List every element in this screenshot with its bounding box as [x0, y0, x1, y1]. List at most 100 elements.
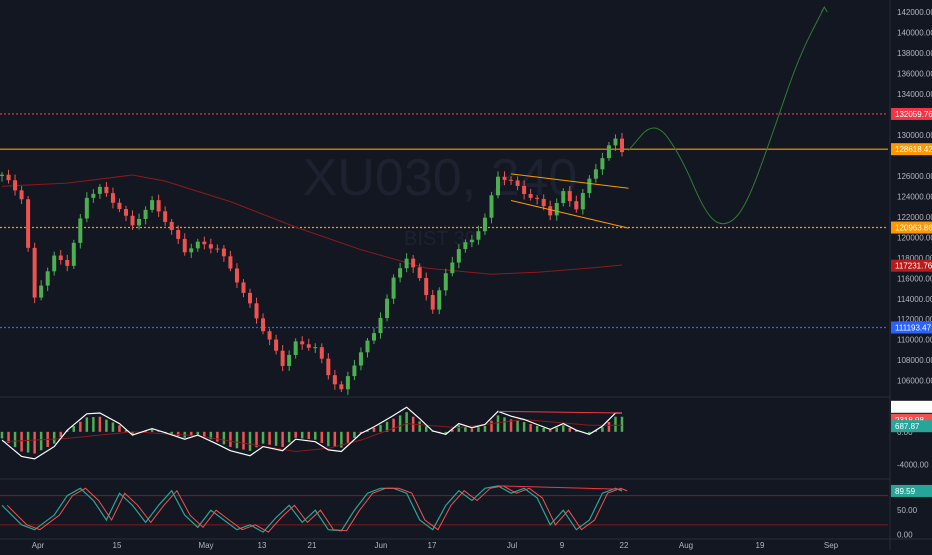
time-axis-label: Aug [679, 541, 693, 550]
candle-body [430, 295, 435, 310]
stoch-axis-label: 50.00 [897, 506, 918, 515]
candle-body [0, 174, 4, 176]
candle-body [313, 347, 318, 349]
candle-body [71, 242, 76, 266]
candle-body [91, 193, 96, 198]
price-tags: 132059.76 128618.42 120963.86 117231.76 1111… [891, 107, 932, 497]
price-axis-label: 114000.00 [897, 295, 932, 304]
candle-body [32, 247, 37, 298]
price-pane[interactable] [0, 6, 888, 395]
candle-body [489, 195, 494, 218]
stoch-axis-label: 0.00 [897, 531, 913, 540]
candle-body [39, 285, 44, 298]
candle-body [84, 197, 89, 219]
candle-body [19, 190, 24, 200]
watermark-exchange: BIST 30 [404, 228, 476, 250]
channel-line-upper[interactable] [510, 173, 629, 189]
candle-body [65, 260, 70, 266]
divergence-line[interactable] [497, 410, 623, 414]
stochastic-pane[interactable] [0, 485, 888, 533]
candle-body [358, 352, 363, 366]
price-axis-label: 126000.00 [897, 172, 932, 181]
ma-price-tag: 117231.76 [895, 262, 932, 271]
candle-body [535, 197, 540, 199]
current-price-tag: 128618.42 [895, 145, 932, 154]
candle-body [261, 318, 266, 332]
candle-body [221, 248, 226, 257]
candle-body [424, 278, 429, 296]
candle-body [339, 384, 344, 390]
candle-body [163, 211, 168, 222]
projection-arrow-icon [820, 6, 828, 13]
candle-body [215, 248, 220, 250]
candle-body [208, 244, 213, 249]
stoch-green-tag: 89.59 [895, 487, 916, 496]
time-axis-label: 13 [258, 541, 267, 550]
stoch-d-line [6, 485, 628, 533]
resistance-price-tag: 132059.76 [895, 110, 932, 119]
candle-body [613, 138, 618, 146]
candle-body [130, 215, 135, 226]
price-axis[interactable]: 142000.00 140000.00 138000.00 136000.00 1340… [897, 8, 932, 539]
price-axis-label: 142000.00 [897, 8, 932, 17]
price-axis-label: 140000.00 [897, 29, 932, 38]
candle-body [300, 341, 305, 345]
candle-body [104, 186, 109, 194]
candle-body [456, 249, 461, 263]
support-price-tag: 120963.86 [895, 224, 932, 233]
candle-body [169, 221, 174, 231]
candle-body [345, 376, 350, 390]
candle-body [541, 198, 546, 207]
projection-path[interactable] [628, 6, 825, 225]
candle-body [606, 145, 611, 159]
oscillator-line [1, 406, 622, 460]
osc-axis-label: -4000.00 [897, 461, 929, 470]
candle-body [137, 218, 142, 226]
candle-body [326, 358, 331, 376]
candle-body [528, 193, 533, 198]
price-axis-label: 134000.00 [897, 90, 932, 99]
blue-level-price-tag: 111193.47 [895, 324, 932, 333]
time-axis-label: Apr [32, 541, 45, 550]
candle-body [593, 169, 598, 179]
candle-body [274, 339, 279, 351]
price-axis-label: 118000.00 [897, 254, 932, 263]
candle-body [195, 241, 200, 249]
candle-body [385, 298, 390, 318]
time-axis-label: Jul [507, 541, 517, 550]
candle-body [143, 209, 148, 219]
price-axis-label: 130000.00 [897, 131, 932, 140]
candle-body [378, 317, 383, 334]
channel-line-lower[interactable] [510, 200, 629, 229]
candle-body [150, 200, 155, 210]
candle-body [241, 282, 246, 293]
oscillator-pane[interactable] [0, 406, 624, 460]
osc-axis-label: 0.00 [897, 428, 913, 437]
candle-body [443, 273, 448, 291]
stoch-divergence-line[interactable] [497, 485, 623, 490]
time-axis-label: May [198, 541, 213, 550]
candle-body [6, 174, 11, 181]
moving-average-line [1, 174, 623, 275]
candle-body [156, 200, 161, 212]
candle-body [45, 271, 50, 286]
stoch-green-tag-bg [891, 484, 932, 497]
candle-body [189, 248, 194, 253]
candle-body [97, 186, 102, 194]
candle-body [267, 331, 272, 340]
time-axis-label: 9 [560, 541, 565, 550]
support-price-tag-bg [891, 221, 932, 234]
candle-body [561, 191, 566, 204]
candle-body [482, 217, 487, 232]
candle-body [600, 158, 605, 170]
ma-price-tag-bg [891, 259, 932, 272]
candle-body [306, 344, 311, 348]
osc-top-tag: 2318.98 [895, 403, 924, 412]
candle-body [352, 365, 357, 377]
signal-line [1, 418, 622, 453]
price-axis-label: 120000.00 [897, 233, 932, 242]
time-axis[interactable]: Apr 15 May 13 21 Jun 17 Jul 9 22 Aug 19 Sep [32, 541, 839, 550]
candle-body [404, 258, 409, 269]
